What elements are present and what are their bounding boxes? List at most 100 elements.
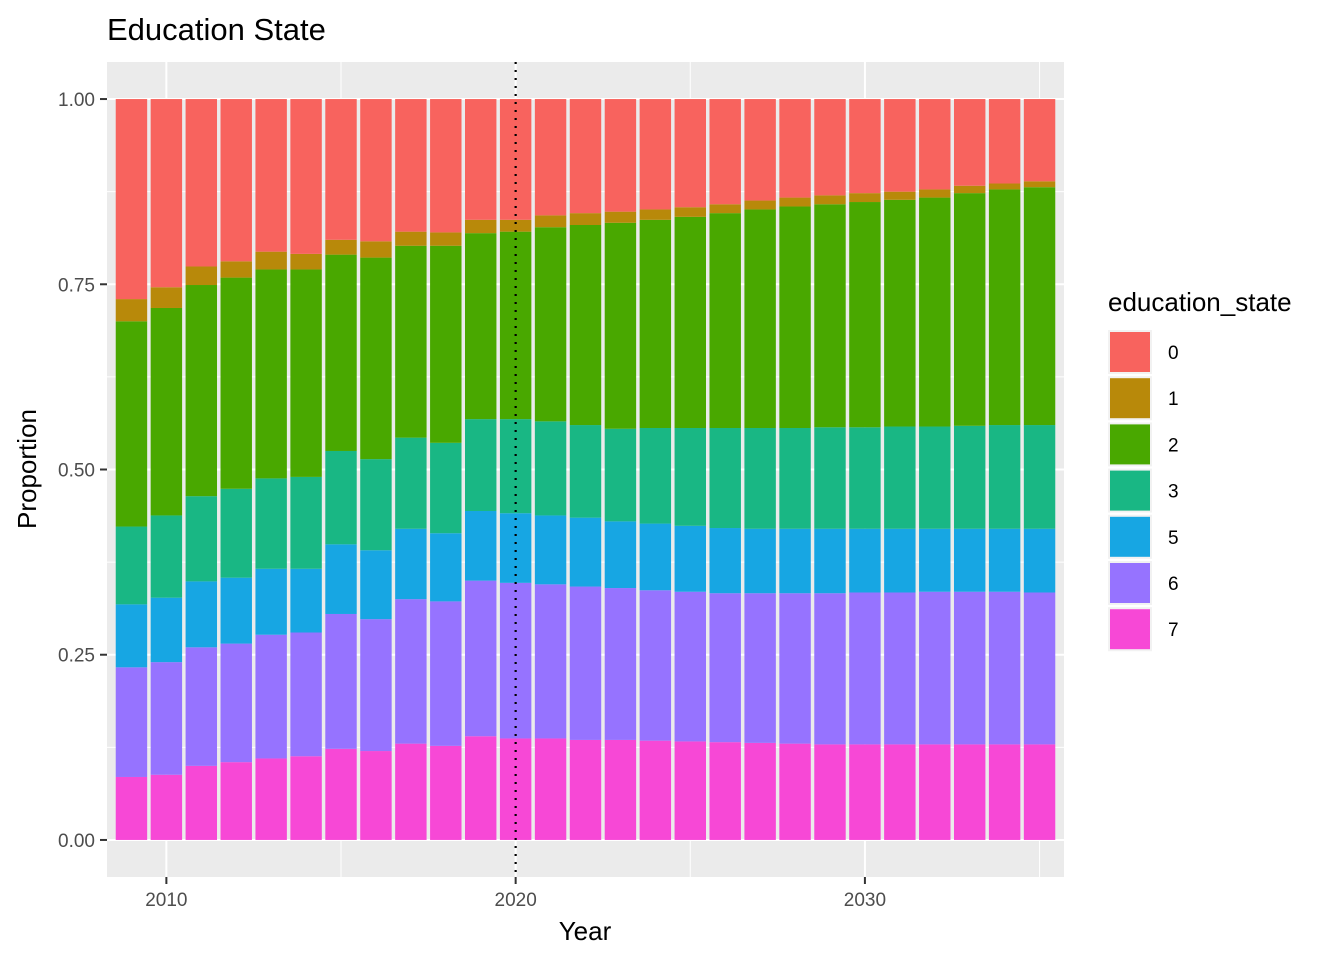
bar-segment <box>325 239 357 255</box>
bar-segment <box>255 269 287 479</box>
bar-segment <box>639 209 672 220</box>
legend-title: education_state <box>1108 287 1292 317</box>
bar-segment <box>115 526 148 605</box>
bar-segment <box>674 428 706 526</box>
bar-segment <box>919 197 951 427</box>
legend-swatch <box>1110 378 1150 419</box>
bar-segment <box>465 510 497 581</box>
bar-segment <box>744 209 776 429</box>
bar-segment <box>988 99 1021 184</box>
bar-segment <box>465 419 497 511</box>
bar-segment <box>953 193 986 426</box>
bar-segment <box>569 586 602 740</box>
bar-segment <box>744 528 776 594</box>
bar-segment <box>255 568 287 635</box>
bar-segment <box>185 496 218 582</box>
bar-segment <box>465 219 497 234</box>
bar-segment <box>953 99 986 186</box>
bar-segment <box>919 426 951 529</box>
bar-segment <box>395 245 427 438</box>
bar-segment <box>849 744 881 840</box>
bar-segment <box>465 580 497 737</box>
legend-label: 7 <box>1168 620 1179 641</box>
bar-segment <box>534 738 567 840</box>
legend-swatch <box>1110 470 1150 511</box>
bar-segment <box>884 99 916 192</box>
bar-segment <box>674 99 706 208</box>
bar-segment <box>255 634 287 759</box>
bar-segment <box>884 426 916 529</box>
bar-segment <box>430 245 462 443</box>
bar-segment <box>779 206 811 429</box>
bar-segment <box>290 632 322 757</box>
bar-segment <box>919 744 951 840</box>
bar-segment <box>290 476 322 569</box>
bar-segment <box>255 99 287 252</box>
bar-segment <box>919 591 951 745</box>
bar-segment <box>1023 99 1056 182</box>
bar-segment <box>325 748 357 840</box>
y-tick-label: 1.00 <box>58 90 95 111</box>
bar-segment <box>534 421 567 516</box>
bar-segment <box>220 277 252 489</box>
bar-segment <box>744 742 776 840</box>
bar-segment <box>779 593 811 744</box>
bar-segment <box>779 99 811 198</box>
bar-segment <box>1023 744 1056 840</box>
bar-segment <box>325 544 357 614</box>
legend-label: 2 <box>1168 435 1179 456</box>
bar-segment <box>988 591 1021 745</box>
bar-segment <box>325 99 357 240</box>
bar-segment <box>185 647 218 766</box>
legend: education_state 0 1 2 3 5 6 7 <box>1108 287 1292 652</box>
x-axis-title: Year <box>559 916 612 946</box>
bar-segment <box>849 528 881 593</box>
legend-swatch <box>1110 332 1150 372</box>
y-tick-label: 0.00 <box>58 831 95 852</box>
bar-segment <box>115 604 148 668</box>
y-tick-label: 0.25 <box>58 646 95 667</box>
bar-segment <box>709 528 741 594</box>
bar-segment <box>220 99 252 262</box>
bars <box>115 99 1056 840</box>
bar-segment <box>115 667 148 777</box>
bar-segment <box>499 738 532 840</box>
bar-segment <box>534 584 567 739</box>
bar-segment <box>709 204 741 214</box>
bar-segment <box>290 568 322 633</box>
bar-segment <box>674 741 706 840</box>
bar-segment <box>814 204 846 428</box>
bar-segment <box>604 428 637 522</box>
bar-segment <box>709 593 741 743</box>
bar-segment <box>814 195 846 205</box>
bar-segment <box>499 582 532 739</box>
bar-segment <box>709 742 741 840</box>
bar-segment <box>534 99 567 216</box>
bar-segment <box>814 427 846 529</box>
bar-segment <box>744 428 776 529</box>
bar-segment <box>325 613 357 749</box>
bar-segment <box>919 189 951 198</box>
bar-segment <box>569 517 602 587</box>
bar-segment <box>1023 592 1056 745</box>
bar-segment <box>1023 181 1056 188</box>
bar-segment <box>325 450 357 545</box>
bar-segment <box>115 321 148 527</box>
legend-swatch <box>1110 424 1150 465</box>
bar-segment <box>430 533 462 602</box>
bar-segment <box>674 525 706 592</box>
bar-segment <box>674 207 706 217</box>
x-tick-label: 2010 <box>145 890 187 911</box>
bar-segment <box>849 427 881 529</box>
x-tick-label: 2020 <box>495 890 537 911</box>
bar-segment <box>150 99 183 288</box>
bar-segment <box>953 425 986 529</box>
bar-segment <box>988 744 1021 840</box>
bar-segment <box>395 437 427 529</box>
bar-segment <box>185 266 218 286</box>
bar-segment <box>709 99 741 205</box>
bar-segment <box>360 550 392 620</box>
bar-segment <box>639 523 672 591</box>
bar-segment <box>779 528 811 594</box>
